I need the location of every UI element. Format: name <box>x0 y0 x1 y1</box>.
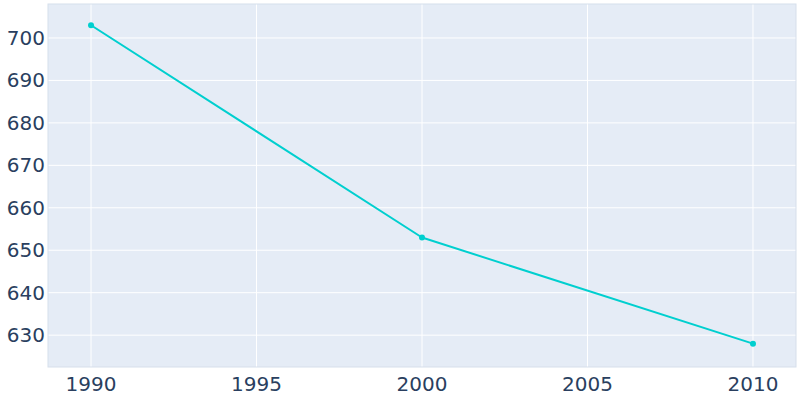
x-tick-label: 2010 <box>728 372 779 396</box>
series-group <box>88 22 756 346</box>
x-tick-label: 2005 <box>562 372 613 396</box>
y-tick-label: 670 <box>7 153 45 177</box>
y-grid-line <box>48 250 796 251</box>
chart: 1990 1995 2000 2005 2010 630 640 650 660 670 680 69… <box>0 0 800 400</box>
y-tick-label: 630 <box>7 323 45 347</box>
x-tick-label: 1990 <box>66 372 117 396</box>
marker <box>750 341 756 347</box>
x-grid-line <box>256 4 257 367</box>
y-tick-label: 660 <box>7 196 45 220</box>
y-grid-line <box>48 37 796 38</box>
y-tick-label: 650 <box>7 238 45 262</box>
y-grid-line <box>48 80 796 81</box>
marker <box>88 22 94 28</box>
x-tick-label: 2000 <box>397 372 448 396</box>
y-tick-label: 640 <box>7 281 45 305</box>
y-grid-line <box>48 335 796 336</box>
y-grid-line <box>48 292 796 293</box>
plot-area <box>48 4 796 367</box>
line <box>91 25 753 343</box>
x-grid-line <box>587 4 588 367</box>
y-grid-line <box>48 165 796 166</box>
x-grid-line <box>422 4 423 367</box>
y-grid-line <box>48 207 796 208</box>
x-grid-line <box>91 4 92 367</box>
y-grid-line <box>48 122 796 123</box>
x-tick-label: 1995 <box>231 372 282 396</box>
plot-frame <box>48 4 796 367</box>
y-tick-label: 700 <box>7 26 45 50</box>
marker <box>419 235 425 241</box>
y-tick-label: 690 <box>7 68 45 92</box>
x-grid-line <box>752 4 753 367</box>
y-tick-label: 680 <box>7 111 45 135</box>
